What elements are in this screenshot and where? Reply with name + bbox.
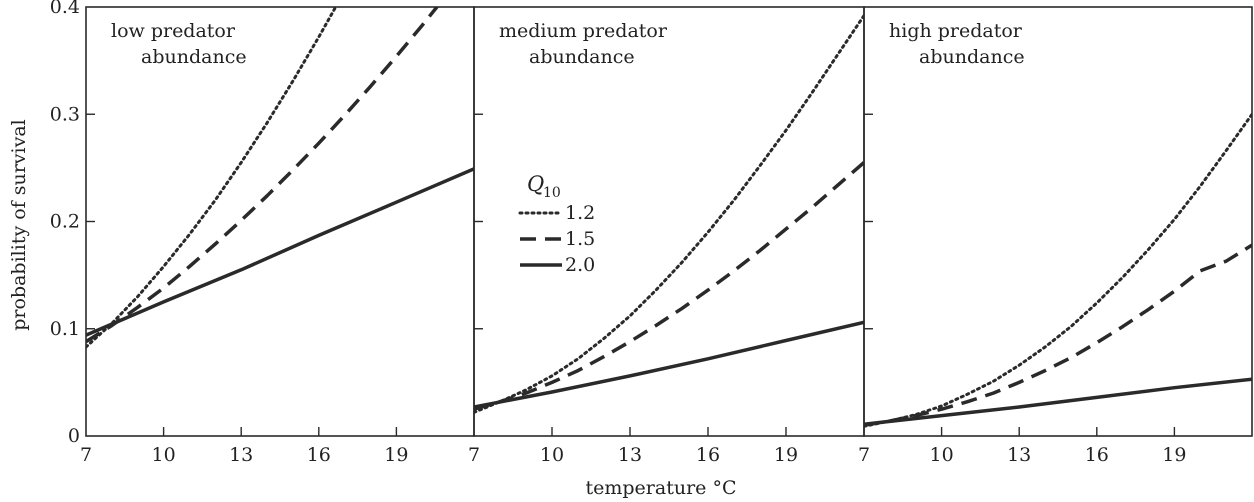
y-tick-label: 0.2 [50, 211, 80, 233]
x-axis-label: temperature °C [586, 477, 737, 499]
series-line-q10-1-2 [474, 14, 864, 414]
x-tick-label: 19 [1162, 444, 1186, 466]
legend-label: 1.5 [565, 228, 595, 250]
x-tick-label: 10 [540, 444, 564, 466]
y-axis-label: probability of survival [8, 119, 30, 331]
series-line-q10-1-5 [864, 243, 1252, 428]
x-tick-label: 19 [384, 444, 408, 466]
y-tick-label: 0 [68, 425, 80, 447]
x-tick-label: 16 [307, 444, 331, 466]
legend-label: 2.0 [565, 254, 595, 276]
x-tick-label: 16 [696, 444, 720, 466]
legend-title-subscript: 10 [543, 185, 561, 201]
series-line-q10-1-2 [864, 112, 1252, 428]
lines-layer [86, 7, 1252, 428]
x-tick-label: 13 [1007, 444, 1031, 466]
x-tick-label: 7 [468, 444, 480, 466]
y-tick-label: 0.3 [50, 103, 80, 125]
series-line-q10-2-0 [864, 377, 1252, 426]
series-line-q10-2-0 [474, 320, 864, 409]
series-line-q10-1-5 [474, 161, 864, 411]
x-tick-label: 19 [774, 444, 798, 466]
panel-title-line2: abundance [141, 46, 247, 68]
series-line-q10-1-5 [86, 7, 440, 344]
x-tick-label: 7 [858, 444, 870, 466]
axes-layer [85, 6, 1253, 437]
x-tick-label: 13 [229, 444, 253, 466]
legend-label: 1.2 [565, 202, 595, 224]
panel-title-line1: low predator [111, 20, 236, 42]
series-line-q10-2-0 [86, 167, 474, 337]
y-tick-label: 0.4 [50, 0, 80, 18]
panel-frame-2 [473, 6, 865, 437]
legend-title: Q [527, 172, 544, 196]
y-tick-label: 0.1 [50, 318, 80, 340]
panel-title-line2: abundance [919, 46, 1025, 68]
panel-title-line1: medium predator [499, 20, 668, 42]
x-tick-label: 16 [1085, 444, 1109, 466]
panel-title-line2: abundance [529, 46, 635, 68]
series-line-q10-1-2 [86, 7, 338, 349]
x-tick-label: 10 [930, 444, 954, 466]
x-tick-label: 7 [80, 444, 92, 466]
panel-frame-1 [85, 6, 475, 437]
x-tick-label: 13 [618, 444, 642, 466]
x-tick-label: 10 [152, 444, 176, 466]
panel-title-line1: high predator [889, 20, 1023, 42]
panel-frame-3 [863, 6, 1253, 437]
text-layer: 0 0.1 0.2 0.3 0.4 7 10 13 16 19 low predator abunda… [50, 0, 1187, 466]
